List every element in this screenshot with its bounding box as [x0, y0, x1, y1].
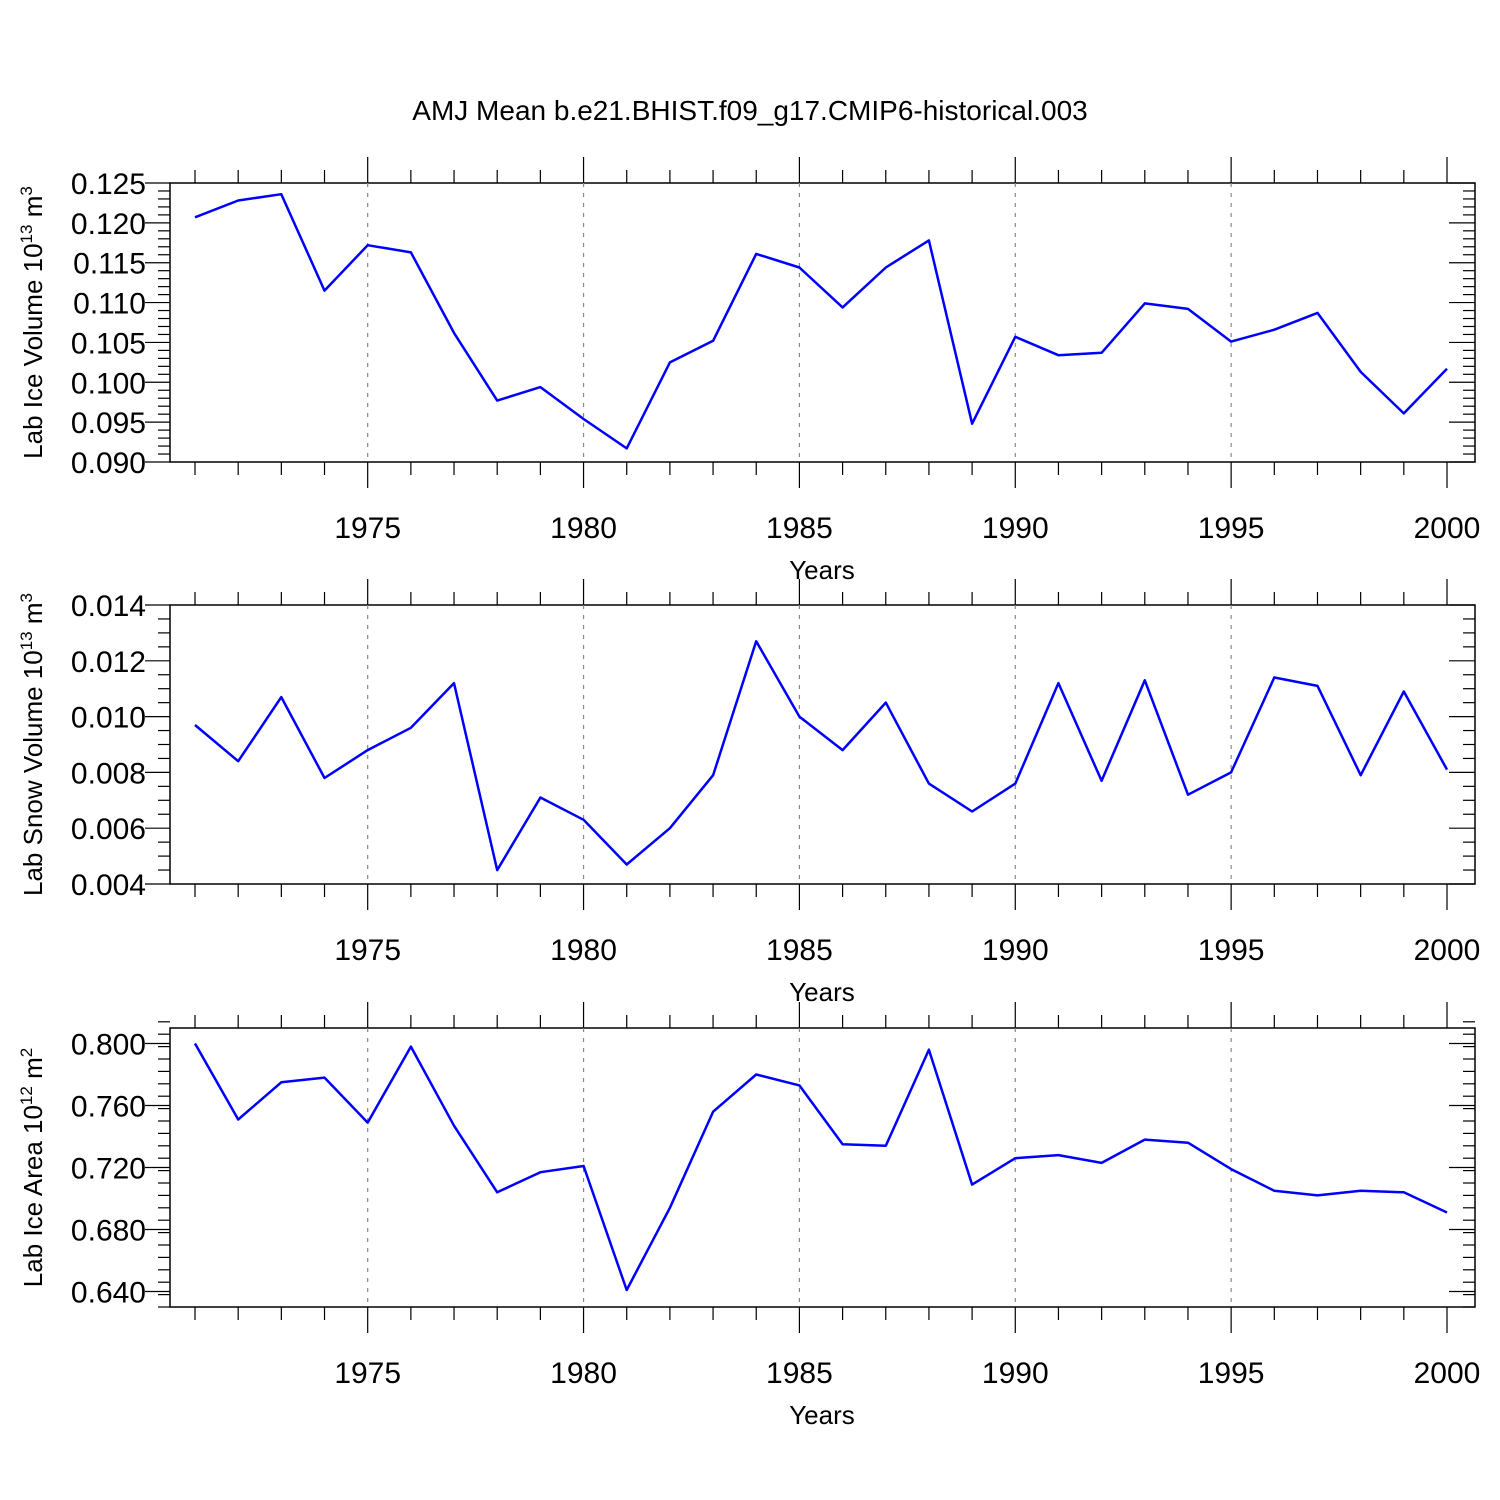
- y-tick-label: 0.120: [71, 208, 146, 241]
- x-tick-label: 1990: [982, 512, 1049, 545]
- y-tick-label: 0.014: [71, 590, 146, 623]
- y-tick-label: 0.760: [71, 1091, 146, 1124]
- chart-panel-3: 1975 1980 1985 1990 1995 2000 Years 0.640 0.680 0…: [17, 1002, 1480, 1430]
- y-axis-label: Lab Snow Volume 1013 m3: [17, 593, 48, 896]
- y-axis-label: Lab Ice Area 1012 m2: [17, 1048, 48, 1287]
- plot-frame: [169, 604, 1476, 885]
- y-tick-label: 0.010: [71, 702, 146, 735]
- series-line: [193, 1042, 1448, 1292]
- chart-panel-1: 1975 1980 1985 1990 1995 2000 Years 0.090 0.095 0…: [17, 157, 1480, 585]
- figure-title: AMJ Mean b.e21.BHIST.f09_g17.CMIP6-histo…: [412, 95, 1087, 126]
- y-tick-label: 0.100: [71, 367, 146, 400]
- series-line: [194, 192, 1448, 450]
- chart-panels: 1975 1980 1985 1990 1995 2000 Years 0.090 0.095 0…: [17, 157, 1480, 1430]
- x-tick-label: 1995: [1198, 934, 1265, 967]
- chart-panel-2: 1975 1980 1985 1990 1995 2000 Years 0.004 0.006 0…: [17, 579, 1480, 1007]
- x-tick-label: 1975: [334, 934, 401, 967]
- x-tick-label: 2000: [1414, 1357, 1481, 1390]
- x-tick-label: 1985: [766, 512, 833, 545]
- x-tick-label: 1985: [766, 1357, 833, 1390]
- x-tick-label: 2000: [1414, 934, 1481, 967]
- x-axis-label: Years: [789, 977, 855, 1007]
- x-tick-label: 1995: [1198, 1357, 1265, 1390]
- y-tick-label: 0.125: [71, 168, 146, 201]
- x-tick-label: 1975: [334, 1357, 401, 1390]
- y-tick-label: 0.095: [71, 407, 146, 440]
- y-tick-label: 0.006: [71, 813, 146, 846]
- y-axis-label: Lab Ice Volume 1013 m3: [17, 186, 48, 459]
- x-axis-label: Years: [789, 1400, 855, 1430]
- y-tick-label: 0.105: [71, 327, 146, 360]
- y-tick-label: 0.110: [73, 288, 146, 321]
- y-tick-label: 0.680: [71, 1215, 146, 1248]
- x-axis-label: Years: [789, 555, 855, 585]
- x-tick-label: 1990: [982, 1357, 1049, 1390]
- x-tick-label: 1985: [766, 934, 833, 967]
- x-tick-label: 1980: [550, 1357, 617, 1390]
- x-tick-label: 1980: [550, 512, 617, 545]
- y-tick-label: 0.004: [71, 869, 146, 902]
- plot-frame: [169, 182, 1476, 463]
- series-line: [194, 640, 1449, 872]
- x-tick-label: 2000: [1414, 512, 1481, 545]
- x-tick-label: 1995: [1198, 512, 1265, 545]
- y-tick-label: 0.720: [71, 1153, 146, 1186]
- y-tick-label: 0.640: [71, 1277, 146, 1310]
- y-tick-label: 0.012: [71, 646, 146, 679]
- plot-frame: [169, 1027, 1476, 1308]
- x-tick-label: 1975: [334, 512, 401, 545]
- x-tick-label: 1980: [550, 934, 617, 967]
- y-tick-label: 0.090: [71, 447, 146, 480]
- x-tick-label: 1990: [982, 934, 1049, 967]
- y-tick-label: 0.115: [73, 248, 146, 281]
- y-tick-label: 0.008: [71, 757, 146, 790]
- y-tick-label: 0.800: [71, 1029, 146, 1062]
